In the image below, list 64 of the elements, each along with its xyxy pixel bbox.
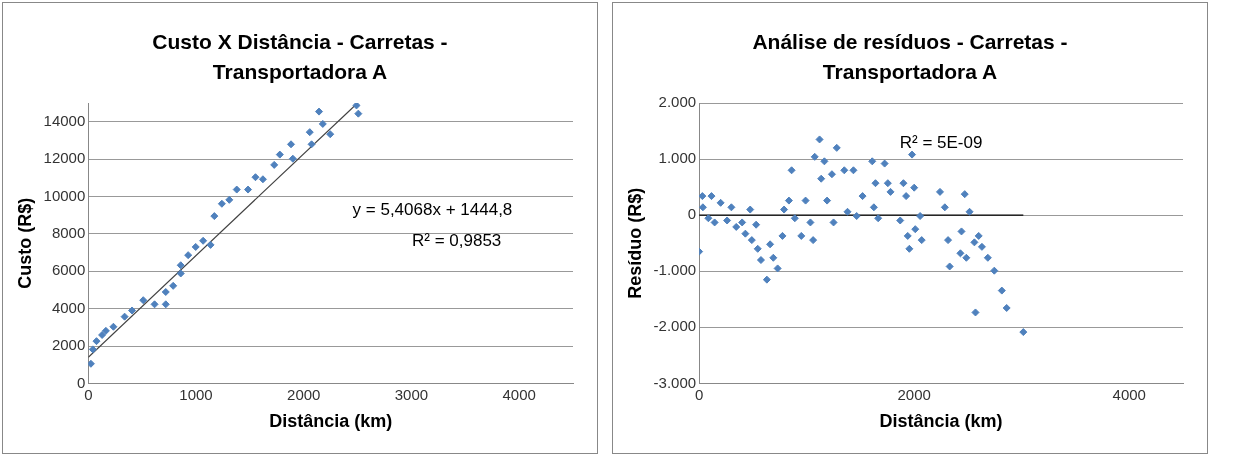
point [139, 296, 148, 305]
point [287, 140, 296, 149]
point [191, 242, 200, 251]
point [270, 160, 279, 169]
point [161, 300, 170, 309]
point [307, 140, 316, 149]
point [352, 103, 361, 110]
point [206, 240, 215, 249]
point [354, 109, 363, 118]
x-tick-label: 3000 [394, 385, 429, 403]
point [199, 236, 208, 245]
point [275, 150, 284, 159]
x-tick-label: 2000 [287, 385, 321, 403]
annotation: R² = 0,9853 [412, 231, 502, 250]
point [88, 359, 95, 368]
x-tick-label: 4000 [502, 385, 536, 403]
point [210, 212, 219, 221]
y-tick-label: 6000 [51, 261, 86, 279]
point [88, 345, 97, 354]
point [232, 185, 241, 194]
point [176, 261, 185, 270]
point [169, 281, 178, 290]
y-axis-title: Resíduo (R$) [624, 187, 645, 299]
annotation: y = 5,4068x + 1444,8 [352, 200, 513, 220]
chart-title: Análise de resíduos - Carretas - Transportadora A [751, 29, 1069, 85]
annotation: R² = 5E-09 [899, 132, 983, 152]
point [251, 173, 260, 182]
x-tick-label: 2000 [897, 385, 931, 403]
y-tick-label: -3.000 [653, 373, 697, 391]
x-tick-label: 1000 [179, 385, 213, 403]
point [318, 119, 327, 128]
point [92, 337, 101, 346]
point [326, 130, 335, 139]
point [288, 154, 297, 163]
point [305, 128, 314, 137]
point [128, 306, 137, 315]
y-tick-label: 8000 [51, 223, 86, 241]
y-axis-title: Custo (R$) [14, 197, 35, 289]
chart-title: Custo X Distância - Carretas - Transportadora A [151, 29, 449, 85]
point [120, 312, 129, 321]
y-tick-label: 10000 [43, 186, 86, 204]
y-tick-label: -2.000 [653, 317, 697, 335]
y-tick-label: 0 [687, 205, 697, 223]
point [150, 300, 159, 309]
point [217, 199, 226, 208]
x-axis-title: Distância (km) [269, 411, 393, 432]
point [109, 322, 118, 331]
x-tick-label: 4000 [1112, 385, 1146, 403]
x-axis-title: Distância (km) [879, 411, 1003, 432]
point [315, 107, 324, 116]
point [184, 251, 193, 260]
y-tick-label: -1.000 [653, 261, 697, 279]
point [225, 195, 234, 204]
y-tick-label: 14000 [43, 111, 86, 129]
point [244, 185, 253, 194]
y-tick-label: 2.000 [658, 93, 697, 111]
y-tick-label: 12000 [43, 149, 86, 167]
y-tick-label: 2000 [51, 336, 86, 354]
point [258, 175, 267, 184]
y-tick-label: 0 [76, 373, 86, 391]
point [161, 287, 170, 296]
point [176, 269, 185, 278]
y-tick-label: 1.000 [658, 149, 697, 167]
y-tick-label: 4000 [51, 298, 86, 316]
